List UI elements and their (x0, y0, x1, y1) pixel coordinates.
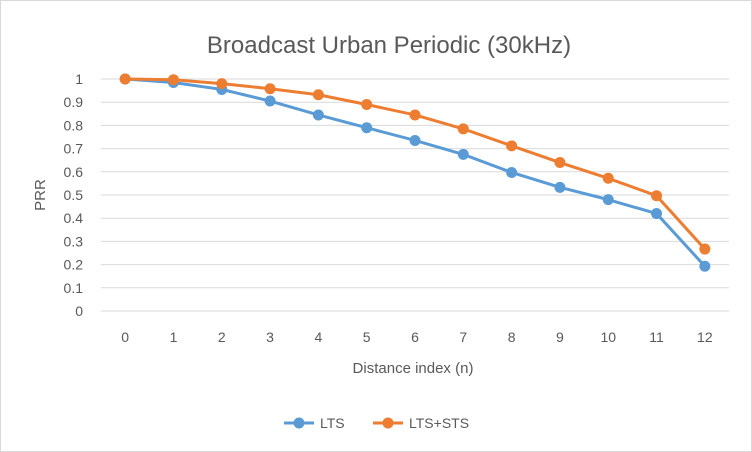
y-tick-label: 0.6 (64, 164, 84, 180)
legend-marker (382, 417, 394, 429)
series-2 (119, 73, 711, 255)
data-point (361, 122, 373, 134)
y-tick-label: 0.1 (64, 280, 84, 296)
data-point (699, 243, 711, 255)
legend-marker (293, 417, 305, 429)
y-tick-label: 0.2 (64, 257, 84, 273)
x-tick-label: 2 (218, 329, 226, 345)
x-tick-label: 11 (649, 329, 664, 345)
data-point (409, 109, 421, 121)
series-layer (119, 73, 711, 272)
data-point (216, 78, 228, 90)
data-point (602, 172, 614, 184)
y-tick-label: 0.7 (64, 141, 84, 157)
data-point (409, 134, 421, 146)
data-point (506, 166, 518, 178)
x-tick-label: 12 (697, 329, 713, 345)
x-tick-label: 1 (170, 329, 178, 345)
data-point (264, 83, 276, 95)
series-line (123, 77, 707, 251)
data-point (457, 148, 469, 160)
legend-entry: LTS+STS (373, 415, 469, 431)
series-line (123, 77, 707, 268)
series-1 (119, 73, 711, 272)
data-point (167, 74, 179, 86)
data-point (506, 140, 518, 152)
data-point (602, 194, 614, 206)
legend-label: LTS+STS (409, 415, 469, 431)
data-point (119, 73, 131, 85)
legend-entry: LTS (284, 415, 345, 431)
y-tick-label: 0.4 (64, 210, 84, 226)
legend-label: LTS (320, 415, 345, 431)
y-tick-label: 1 (75, 71, 83, 87)
data-point (457, 123, 469, 135)
data-point (264, 95, 276, 107)
y-tick-label: 0 (75, 303, 83, 319)
x-axis-title: Distance index (n) (353, 360, 474, 377)
legend: LTS LTS+STS (284, 415, 469, 431)
data-point (651, 208, 663, 220)
grid-lines (101, 78, 729, 289)
y-axis-ticks: 0 0.1 0.2 0.3 0.4 0.5 0.6 0.7 0.8 0.9 1 (64, 71, 84, 319)
y-tick-label: 0.9 (64, 94, 84, 110)
data-point (361, 99, 373, 111)
y-tick-label: 0.8 (64, 117, 84, 133)
x-tick-label: 8 (508, 329, 516, 345)
x-tick-label: 3 (266, 329, 274, 345)
data-point (312, 109, 324, 121)
x-tick-label: 7 (459, 329, 467, 345)
y-tick-label: 0.5 (64, 187, 84, 203)
x-tick-label: 4 (314, 329, 322, 345)
x-axis-ticks: 0 1 2 3 4 5 6 7 8 9 10 11 12 (121, 329, 713, 345)
x-tick-label: 0 (121, 329, 129, 345)
data-point (554, 157, 566, 169)
y-axis-title: PRR (32, 179, 49, 211)
x-tick-label: 10 (600, 329, 616, 345)
data-point (554, 181, 566, 193)
data-point (699, 260, 711, 272)
y-tick-label: 0.3 (64, 233, 84, 249)
x-tick-label: 6 (411, 329, 419, 345)
x-tick-label: 9 (556, 329, 564, 345)
x-tick-label: 5 (363, 329, 371, 345)
chart-title: Broadcast Urban Periodic (30kHz) (207, 32, 571, 59)
data-point (312, 89, 324, 101)
data-point (651, 190, 663, 202)
